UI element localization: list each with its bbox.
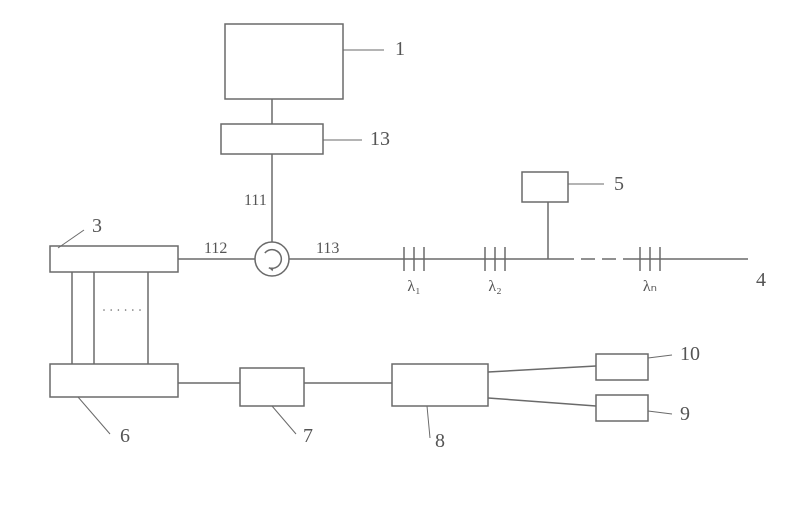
label-l9: 9 — [680, 403, 690, 425]
circulator-arrow — [265, 250, 282, 269]
box-b9 — [596, 395, 648, 421]
grating-label: λ₂ — [488, 278, 501, 295]
label-l10: 10 — [680, 343, 700, 365]
label-l111: 111 — [244, 192, 267, 209]
label-l7: 7 — [303, 425, 313, 447]
ellipsis-dot — [118, 309, 120, 311]
ellipsis-dot — [132, 309, 134, 311]
block-diagram: λ₁λ₂λₙ113531111121134678910 — [0, 0, 800, 525]
label-l1: 1 — [395, 38, 405, 60]
box-b1 — [225, 24, 343, 99]
box-b13 — [221, 124, 323, 154]
label-l4: 4 — [756, 269, 766, 291]
grating-label: λₙ — [643, 278, 657, 295]
circulator-arrowhead — [269, 268, 274, 272]
box-b10 — [596, 354, 648, 380]
box-b7 — [240, 368, 304, 406]
label-l113: 113 — [316, 240, 339, 257]
leader-ld10 — [648, 355, 672, 358]
label-l5: 5 — [614, 173, 624, 195]
label-l13: 13 — [370, 128, 390, 150]
ellipsis-dot — [110, 309, 112, 311]
line-l_8_9 — [488, 398, 596, 406]
label-l112: 112 — [204, 240, 227, 257]
label-l3: 3 — [92, 215, 102, 237]
line-l_8_10 — [488, 366, 596, 372]
box-b6 — [50, 364, 178, 397]
label-l6: 6 — [120, 425, 130, 447]
leader-ld8 — [427, 406, 430, 438]
box-b5 — [522, 172, 568, 202]
leader-ld7 — [272, 406, 296, 434]
grating-label: λ₁ — [407, 278, 420, 295]
box-b3 — [50, 246, 178, 272]
leader-ld6 — [78, 397, 110, 434]
ellipsis-dot — [139, 309, 141, 311]
ellipsis-dot — [125, 309, 127, 311]
ellipsis-dot — [103, 309, 105, 311]
circulator — [255, 242, 289, 276]
box-b8 — [392, 364, 488, 406]
label-l8: 8 — [435, 430, 445, 452]
leader-ld9 — [648, 411, 672, 414]
